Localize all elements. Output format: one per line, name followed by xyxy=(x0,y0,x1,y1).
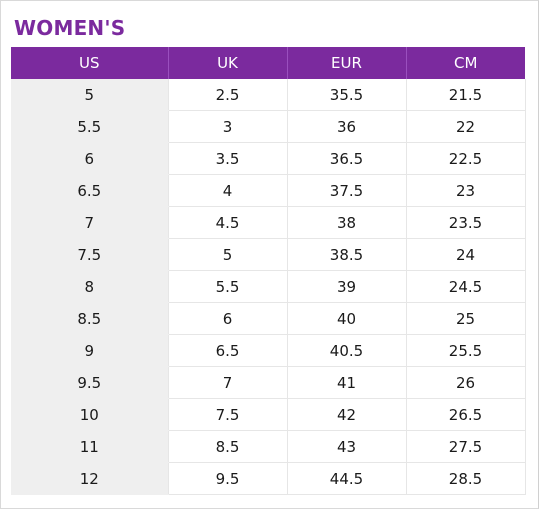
cell-us: 7 xyxy=(11,206,169,239)
table-row: 5 2.5 35.5 21.5 xyxy=(11,79,526,111)
table-row: 7.5 5 38.5 24 xyxy=(11,238,526,271)
table-header: US UK EUR CM xyxy=(11,47,525,79)
cell-eur: 36 xyxy=(287,110,407,143)
cell-uk: 3 xyxy=(168,110,288,143)
table-row: 12 9.5 44.5 28.5 xyxy=(11,462,526,495)
cell-cm: 21.5 xyxy=(406,79,526,111)
cell-uk: 6.5 xyxy=(168,334,288,367)
cell-us: 5 xyxy=(11,79,169,111)
table-row: 5.5 3 36 22 xyxy=(11,110,526,143)
table-row: 6 3.5 36.5 22.5 xyxy=(11,142,526,175)
cell-uk: 4.5 xyxy=(168,206,288,239)
cell-uk: 5.5 xyxy=(168,270,288,303)
cell-cm: 26 xyxy=(406,366,526,399)
column-header-eur: EUR xyxy=(286,47,406,79)
cell-uk: 7.5 xyxy=(168,398,288,431)
cell-eur: 38 xyxy=(287,206,407,239)
column-header-cm: CM xyxy=(405,47,525,79)
cell-cm: 25 xyxy=(406,302,526,335)
cell-cm: 22.5 xyxy=(406,142,526,175)
cell-eur: 42 xyxy=(287,398,407,431)
cell-cm: 26.5 xyxy=(406,398,526,431)
cell-cm: 27.5 xyxy=(406,430,526,463)
cell-us: 8.5 xyxy=(11,302,169,335)
cell-us: 6 xyxy=(11,142,169,175)
size-table: US UK EUR CM 5 2.5 35.5 21.5 5.5 3 36 22 6 3.5 36.… xyxy=(11,47,526,495)
cell-eur: 41 xyxy=(287,366,407,399)
cell-eur: 44.5 xyxy=(287,462,407,495)
cell-us: 8 xyxy=(11,270,169,303)
header-row: US UK EUR CM xyxy=(11,47,525,79)
table-row: 6.5 4 37.5 23 xyxy=(11,174,526,207)
cell-us: 9 xyxy=(11,334,169,367)
cell-eur: 37.5 xyxy=(287,174,407,207)
cell-uk: 5 xyxy=(168,238,288,271)
cell-uk: 2.5 xyxy=(168,79,288,111)
table-body: 5 2.5 35.5 21.5 5.5 3 36 22 6 3.5 36.5 22.5 6.5 4 37.5… xyxy=(11,79,526,495)
cell-uk: 8.5 xyxy=(168,430,288,463)
cell-uk: 9.5 xyxy=(168,462,288,495)
table-row: 8.5 6 40 25 xyxy=(11,302,526,335)
table-row: 11 8.5 43 27.5 xyxy=(11,430,526,463)
cell-us: 9.5 xyxy=(11,366,169,399)
cell-us: 7.5 xyxy=(11,238,169,271)
cell-uk: 3.5 xyxy=(168,142,288,175)
table-row: 9 6.5 40.5 25.5 xyxy=(11,334,526,367)
cell-uk: 7 xyxy=(168,366,288,399)
cell-uk: 4 xyxy=(168,174,288,207)
table-row: 10 7.5 42 26.5 xyxy=(11,398,526,431)
chart-title: WOMEN'S xyxy=(14,16,126,40)
cell-cm: 28.5 xyxy=(406,462,526,495)
cell-eur: 43 xyxy=(287,430,407,463)
cell-cm: 23.5 xyxy=(406,206,526,239)
cell-eur: 38.5 xyxy=(287,238,407,271)
cell-uk: 6 xyxy=(168,302,288,335)
column-header-uk: UK xyxy=(167,47,287,79)
cell-eur: 39 xyxy=(287,270,407,303)
cell-eur: 35.5 xyxy=(287,79,407,111)
cell-us: 5.5 xyxy=(11,110,169,143)
cell-us: 10 xyxy=(11,398,169,431)
cell-cm: 22 xyxy=(406,110,526,143)
table-row: 9.5 7 41 26 xyxy=(11,366,526,399)
table-row: 8 5.5 39 24.5 xyxy=(11,270,526,303)
cell-eur: 40 xyxy=(287,302,407,335)
cell-cm: 25.5 xyxy=(406,334,526,367)
cell-cm: 24.5 xyxy=(406,270,526,303)
cell-us: 6.5 xyxy=(11,174,169,207)
table-row: 7 4.5 38 23.5 xyxy=(11,206,526,239)
cell-us: 12 xyxy=(11,462,169,495)
cell-eur: 40.5 xyxy=(287,334,407,367)
cell-cm: 24 xyxy=(406,238,526,271)
column-header-us: US xyxy=(11,47,168,79)
cell-us: 11 xyxy=(11,430,169,463)
cell-cm: 23 xyxy=(406,174,526,207)
cell-eur: 36.5 xyxy=(287,142,407,175)
